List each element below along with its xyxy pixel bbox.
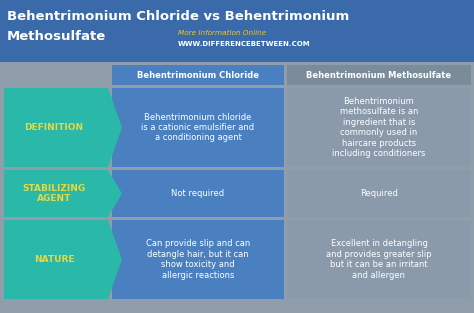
FancyBboxPatch shape (0, 0, 474, 62)
Text: Required: Required (360, 189, 398, 198)
Text: DEFINITION: DEFINITION (25, 123, 83, 132)
Text: NATURE: NATURE (34, 255, 74, 264)
Text: Behentrimonium Chloride vs Behentrimonium: Behentrimonium Chloride vs Behentrimoniu… (7, 11, 349, 23)
FancyBboxPatch shape (112, 220, 284, 299)
Text: Excellent in detangling
and provides greater slip
but it can be an irritant
and : Excellent in detangling and provides gre… (326, 239, 432, 280)
FancyBboxPatch shape (287, 170, 471, 217)
Text: Behentrimonium Methosulfate: Behentrimonium Methosulfate (306, 70, 452, 80)
Polygon shape (4, 220, 122, 299)
Polygon shape (4, 170, 122, 217)
Text: Can provide slip and can
detangle hair, but it can
show toxicity and
allergic re: Can provide slip and can detangle hair, … (146, 239, 250, 280)
FancyBboxPatch shape (287, 220, 471, 299)
FancyBboxPatch shape (112, 88, 284, 167)
Text: Methosulfate: Methosulfate (7, 29, 106, 43)
FancyBboxPatch shape (287, 65, 471, 85)
FancyBboxPatch shape (112, 170, 284, 217)
Text: Behentrimonium Chloride: Behentrimonium Chloride (137, 70, 259, 80)
Text: Behentrimonium chloride
is a cationic emulsifier and
a conditioning agent: Behentrimonium chloride is a cationic em… (141, 113, 255, 142)
Polygon shape (4, 88, 122, 167)
FancyBboxPatch shape (287, 88, 471, 167)
Text: STABILIZING
AGENT: STABILIZING AGENT (22, 184, 86, 203)
Text: Behentrimonium
methosulfate is an
ingredient that is
commonly used in
haircare p: Behentrimonium methosulfate is an ingred… (332, 97, 426, 158)
Text: More Information Online: More Information Online (178, 30, 266, 36)
Text: Not required: Not required (172, 189, 225, 198)
FancyBboxPatch shape (112, 65, 284, 85)
Text: WWW.DIFFERENCEBETWEEN.COM: WWW.DIFFERENCEBETWEEN.COM (178, 41, 310, 47)
